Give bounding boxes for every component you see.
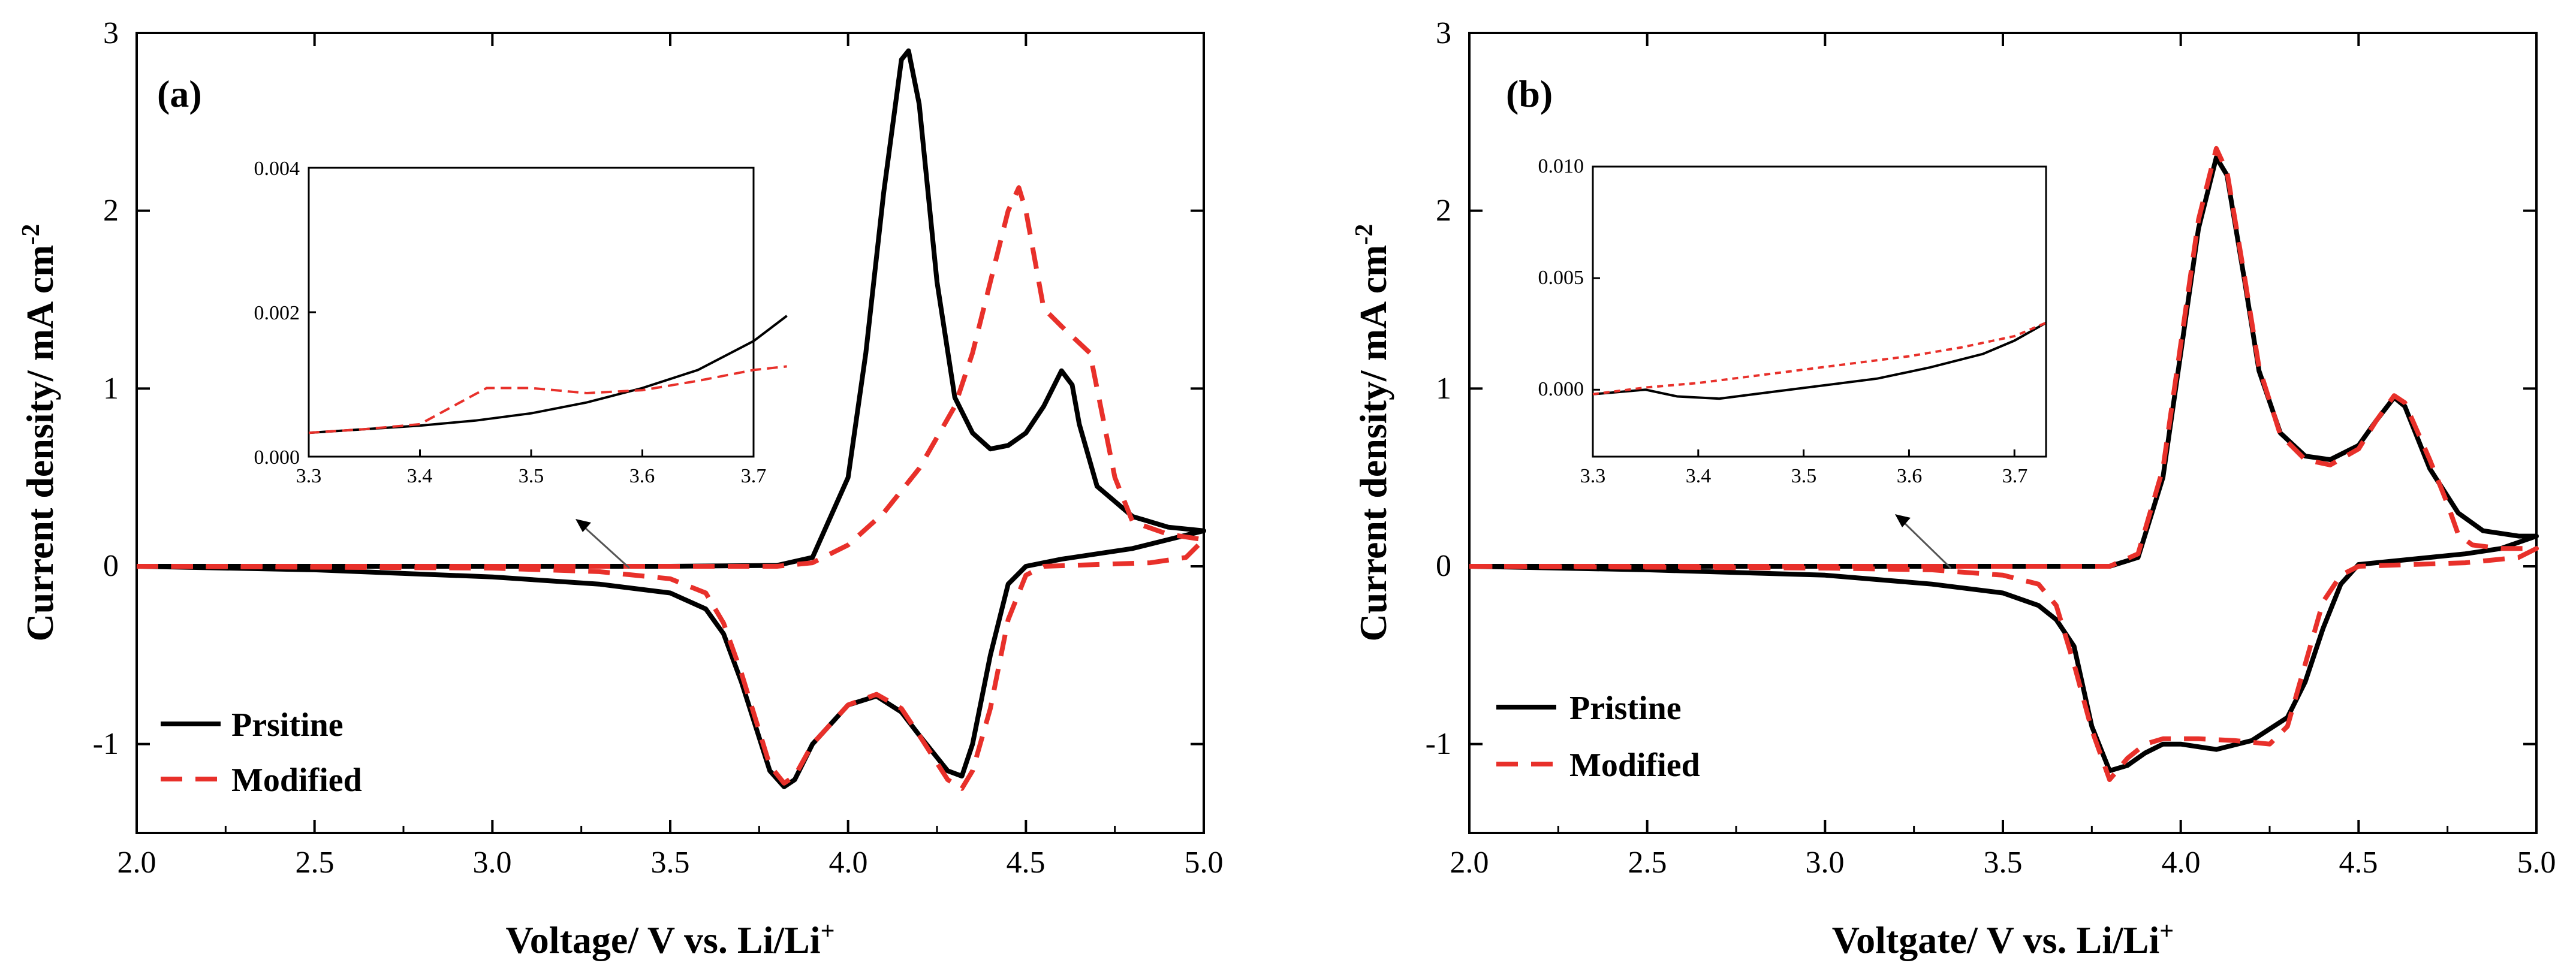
x-tick-b-5: 4.5 (2339, 846, 2378, 880)
inset-arrow-a (583, 526, 631, 569)
x-tick-a-5: 4.5 (1007, 846, 1046, 880)
y-tick-b-4: 3 (1436, 16, 1451, 50)
y-tick-b-3: 2 (1436, 194, 1451, 228)
panel-b: 2.0 2.5 3.0 3.5 4.0 4.5 5.0 -1 0 1 2 3 V… (1351, 16, 2556, 961)
axis-ticks-a (135, 32, 1205, 833)
y-tick-a-2: 1 (103, 372, 119, 406)
inset-y-tick-a-1: 0.002 (254, 302, 300, 324)
inset-x-tick-b-4: 3.7 (2002, 465, 2028, 487)
inset-line-a-prsitine (308, 315, 788, 434)
inset-x-tick-a-0: 3.3 (296, 465, 322, 487)
legend-label-a-modified: Modified (231, 762, 362, 799)
inset-arrowhead-a (576, 519, 591, 532)
x-tick-a-1: 2.5 (296, 846, 335, 880)
inset-arrowhead-b (1895, 514, 1911, 527)
panel-label-b: (b) (1506, 73, 1553, 115)
x-tick-a-2: 3.0 (473, 846, 512, 880)
inset-a: 3.3 3.4 3.5 3.6 3.7 0.000 0.002 0.004 (254, 158, 788, 487)
x-axis-label-b: Voltgate/ V vs. Li/Li+ (1832, 917, 2174, 961)
y-tick-b-2: 1 (1436, 372, 1451, 406)
y-tick-b-0: -1 (1426, 727, 1451, 761)
inset-x-tick-a-3: 3.6 (629, 465, 655, 487)
x-tick-b-2: 3.0 (1806, 846, 1845, 880)
x-tick-b-4: 4.0 (2162, 846, 2201, 880)
x-tick-a-6: 5.0 (1185, 846, 1224, 880)
inset-y-tick-b-0: 0.000 (1538, 378, 1584, 400)
inset-line-b-modified (1592, 321, 2047, 396)
inset-ticks-a (308, 167, 755, 458)
x-tick-a-0: 2.0 (117, 846, 156, 880)
x-tick-a-3: 3.5 (651, 846, 690, 880)
y-tick-b-1: 0 (1436, 549, 1451, 583)
inset-x-tick-a-1: 3.4 (407, 465, 433, 487)
inset-ticks-b (1592, 165, 2015, 457)
y-tick-a-4: 3 (103, 16, 119, 50)
inset-b: 3.3 3.4 3.5 3.6 3.7 0.000 0.005 0.010 (1538, 155, 2047, 487)
legend-label-b-pristine: Pristine (1569, 690, 1682, 727)
inset-x-tick-b-3: 3.6 (1897, 465, 1923, 487)
y-tick-a-1: 0 (103, 549, 119, 583)
inset-arrow-b (1903, 521, 1952, 569)
x-tick-b-1: 2.5 (1628, 846, 1667, 880)
inset-frame-a (308, 167, 755, 458)
inset-frame-b (1592, 165, 2047, 458)
legend-label-a-prsitine: Prsitine (231, 707, 344, 744)
y-axis-label-a: Current density/ mA cm-2 (17, 224, 61, 642)
inset-x-tick-b-2: 3.5 (1791, 465, 1817, 487)
inset-y-tick-b-1: 0.005 (1538, 267, 1584, 289)
y-tick-a-3: 2 (103, 194, 119, 228)
panel-label-a: (a) (157, 73, 202, 115)
y-axis-label-b: Current density/ mA cm-2 (1351, 224, 1394, 642)
series-line-b-modified (1469, 146, 2539, 782)
inset-line-a-modified (308, 365, 787, 434)
x-tick-b-6: 5.0 (2517, 846, 2556, 880)
x-axis-label-a: Voltage/ V vs. Li/Li+ (505, 917, 834, 961)
inset-x-tick-b-1: 3.4 (1686, 465, 1712, 487)
x-tick-b-0: 2.0 (1450, 846, 1489, 880)
inset-y-tick-b-2: 0.010 (1538, 155, 1584, 177)
legend-label-b-modified: Modified (1569, 747, 1700, 784)
inset-y-tick-a-0: 0.000 (254, 446, 300, 469)
inset-line-b-pristine (1592, 321, 2047, 400)
x-tick-b-3: 3.5 (1984, 846, 2023, 880)
inset-x-tick-b-0: 3.3 (1580, 465, 1606, 487)
x-tick-a-4: 4.0 (829, 846, 868, 880)
y-tick-a-0: -1 (93, 727, 119, 761)
inset-x-tick-a-4: 3.7 (741, 465, 767, 487)
axis-ticks-b (1468, 32, 2538, 833)
inset-x-tick-a-2: 3.5 (519, 465, 544, 487)
inset-y-tick-a-2: 0.004 (254, 158, 300, 180)
series-line-a-modified (136, 185, 1206, 791)
panel-a: 2.0 2.5 3.0 3.5 4.0 4.5 5.0 -1 0 1 2 3 V… (17, 16, 1224, 961)
